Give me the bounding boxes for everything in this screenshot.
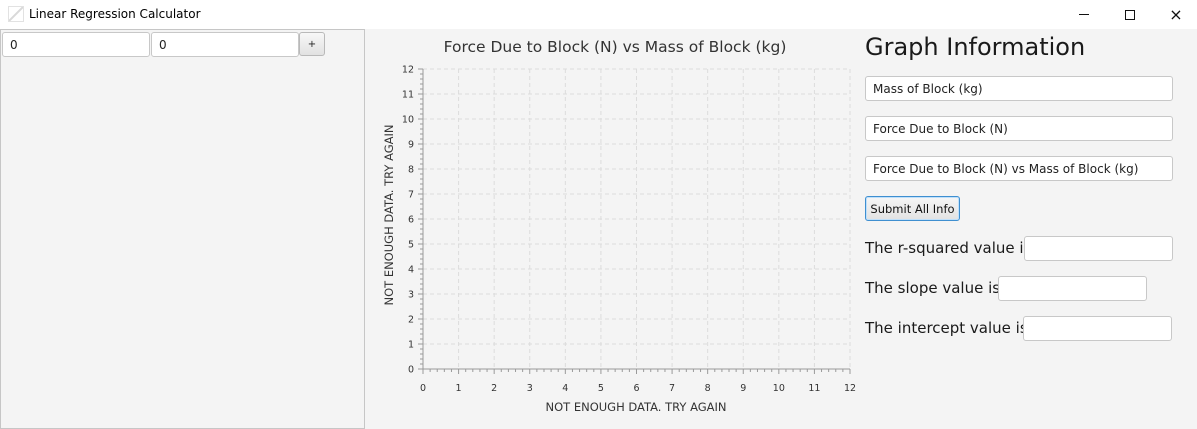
- y-tick-label: 3: [408, 290, 414, 301]
- y-tick-label: 4: [408, 265, 414, 276]
- window-title-bar: Linear Regression Calculator ×: [0, 0, 1197, 29]
- r-squared-label: The r-squared value is:: [865, 239, 1037, 257]
- intercept-output[interactable]: [1023, 316, 1172, 341]
- x-tick-label: 11: [808, 383, 820, 394]
- y-tick-label: 7: [408, 190, 414, 201]
- x-tick-label: 8: [705, 383, 711, 394]
- minimize-icon: [1079, 14, 1089, 15]
- close-icon: ×: [1169, 5, 1183, 24]
- window-title: Linear Regression Calculator: [29, 7, 201, 21]
- y-tick-label: 11: [402, 90, 414, 101]
- x-tick-label: 4: [562, 383, 568, 394]
- chart-title: Force Due to Block (N) vs Mass of Block …: [444, 38, 787, 56]
- x-tick-label: 12: [844, 383, 856, 394]
- x-tick-label: 7: [669, 383, 675, 394]
- r-squared-output[interactable]: [1024, 236, 1173, 261]
- x-axis-title-field[interactable]: [865, 76, 1173, 101]
- graph-title-field[interactable]: [865, 156, 1173, 181]
- slope-label: The slope value is:: [865, 279, 1006, 297]
- x-tick-label: 5: [598, 383, 604, 394]
- y-tick-label: 12: [402, 65, 414, 76]
- slope-output[interactable]: [998, 276, 1147, 301]
- y-tick-label: 0: [408, 365, 414, 376]
- minimize-button[interactable]: [1061, 0, 1107, 29]
- y-tick-label: 2: [408, 315, 414, 326]
- x-tick-label: 0: [420, 383, 426, 394]
- y-tick-label: 8: [408, 165, 414, 176]
- app-icon: [8, 6, 24, 22]
- x-tick-label: 1: [456, 383, 462, 394]
- intercept-label: The intercept value is:: [865, 319, 1033, 337]
- y-tick-label: 10: [402, 115, 414, 126]
- x-axis-label: NOT ENOUGH DATA. TRY AGAIN: [545, 400, 726, 414]
- x-tick-label: 10: [773, 383, 785, 394]
- y-tick-label: 9: [408, 140, 414, 151]
- x-tick-label: 6: [633, 383, 639, 394]
- add-point-button[interactable]: +: [299, 32, 325, 56]
- y-axis-title-field[interactable]: [865, 116, 1173, 141]
- close-button[interactable]: ×: [1153, 0, 1197, 29]
- submit-all-info-button[interactable]: Submit All Info: [865, 196, 960, 221]
- maximize-icon: [1125, 9, 1135, 20]
- x-tick-label: 9: [740, 383, 746, 394]
- y-value-input[interactable]: [151, 32, 299, 57]
- maximize-button[interactable]: [1107, 0, 1153, 29]
- x-tick-label: 2: [491, 383, 497, 394]
- regression-chart: Force Due to Block (N) vs Mass of Block …: [382, 38, 856, 414]
- y-tick-label: 5: [408, 240, 414, 251]
- data-entry-panel: +: [0, 29, 365, 429]
- y-axis-label: NOT ENOUGH DATA. TRY AGAIN: [382, 124, 396, 305]
- y-tick-label: 1: [408, 340, 414, 351]
- graph-info-heading: Graph Information: [865, 33, 1086, 61]
- x-value-input[interactable]: [2, 32, 150, 57]
- x-tick-label: 3: [527, 383, 533, 394]
- y-tick-label: 6: [408, 215, 414, 226]
